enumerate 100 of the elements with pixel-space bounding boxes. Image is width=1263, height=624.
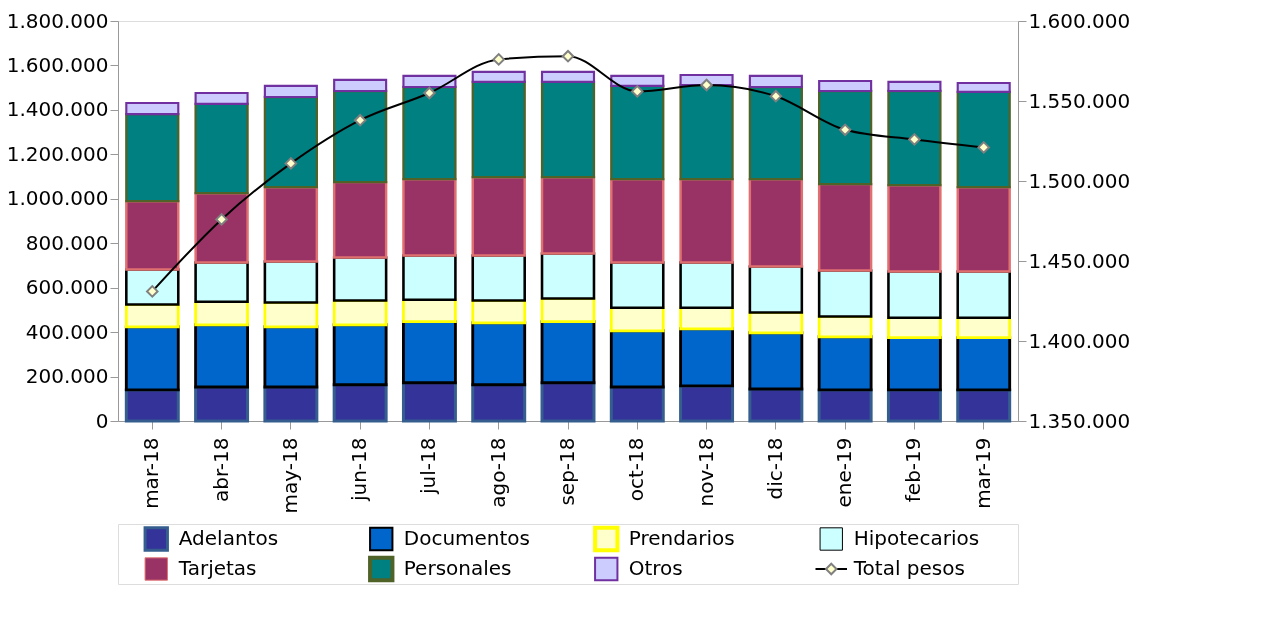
bar (540, 80, 596, 179)
bar (332, 323, 388, 387)
bar (471, 70, 526, 83)
bar (887, 270, 942, 319)
bar (748, 387, 804, 423)
bar (679, 327, 734, 388)
bar (818, 79, 873, 93)
bar (194, 102, 249, 195)
y2-tick-label: 1.500.000 (1028, 168, 1131, 193)
bar (540, 320, 596, 385)
bar (540, 252, 596, 300)
bar (263, 385, 319, 423)
bar (956, 270, 1011, 319)
legend-label: Documentos (403, 526, 531, 550)
y-tick-label: 600.000 (25, 275, 109, 300)
bar (956, 388, 1012, 423)
y2-tick-label: 1.600.000 (1028, 8, 1131, 33)
x-tick-label: feb-19 (901, 437, 926, 503)
x-tick-label: dic-18 (762, 437, 787, 500)
y-tick-label: 400.000 (25, 319, 109, 344)
bar (679, 384, 735, 423)
y2-tick-label: 1.350.000 (1028, 408, 1131, 433)
bar (332, 256, 388, 302)
bar (402, 298, 457, 324)
bar (540, 381, 596, 423)
x-tick-label: ene-19 (832, 437, 857, 508)
legend-label: Personales (403, 556, 512, 580)
bar (333, 78, 388, 93)
bar (610, 74, 665, 87)
x-tick-label: may-18 (277, 437, 302, 514)
bar (125, 101, 180, 116)
bar (679, 261, 734, 309)
bar (818, 89, 873, 186)
y-tick-label: 0 (95, 408, 109, 433)
bar (124, 325, 180, 392)
bar (194, 261, 249, 303)
bar (471, 383, 527, 423)
bar (956, 336, 1012, 392)
bar (194, 91, 249, 105)
x-tick-label: mar-19 (970, 437, 995, 509)
x-tick-label: oct-18 (624, 437, 649, 502)
bar (263, 325, 319, 389)
bar (748, 178, 804, 268)
bar (194, 192, 249, 264)
bar (332, 180, 388, 259)
bar (887, 89, 942, 187)
bar (125, 112, 180, 203)
bar (887, 336, 942, 392)
x-tick-label: nov-18 (693, 437, 718, 507)
bar (679, 178, 734, 264)
bar (817, 335, 873, 392)
bar (124, 388, 180, 423)
bar (887, 80, 942, 93)
bar (402, 85, 457, 181)
bar (679, 83, 734, 181)
bar (748, 265, 804, 314)
bar (817, 182, 873, 272)
legend-label: Prendarios (628, 526, 735, 550)
bar (609, 385, 665, 423)
bar (402, 74, 457, 89)
bar (402, 320, 457, 385)
bar (609, 306, 665, 333)
bar (125, 200, 180, 271)
bar (194, 300, 249, 327)
bar (471, 176, 526, 257)
bar (332, 383, 388, 423)
x-tick-label: jul-18 (416, 437, 441, 495)
bar (471, 321, 527, 387)
bar (886, 388, 942, 423)
x-tick-label: sep-18 (555, 437, 579, 506)
bar (402, 254, 457, 301)
bar (194, 385, 250, 423)
bar (887, 184, 942, 273)
bar (471, 80, 526, 179)
bar (610, 84, 665, 181)
legend-label: Otros (628, 556, 683, 580)
y-tick-label: 200.000 (25, 364, 109, 389)
bar (748, 74, 803, 89)
bar (333, 89, 388, 184)
legend-label: Adelantos (178, 526, 279, 550)
bar (471, 254, 526, 302)
bar (956, 81, 1011, 93)
bar (817, 269, 873, 318)
x-tick-label: mar-18 (139, 437, 164, 509)
y-tick-label: 1.800.000 (6, 8, 109, 33)
y2-tick-label: 1.550.000 (1028, 88, 1131, 113)
x-tick-label: ago-18 (485, 437, 510, 508)
y-tick-label: 1.600.000 (6, 52, 109, 77)
bar (263, 84, 318, 99)
y-tick-label: 1.000.000 (6, 186, 109, 211)
y-tick-label: 800.000 (25, 230, 109, 255)
y2-tick-label: 1.450.000 (1028, 248, 1131, 273)
legend-label: Hipotecarios (853, 526, 980, 550)
y-tick-label: 1.200.000 (6, 141, 109, 166)
legend-label: Tarjetas (177, 556, 257, 580)
bar (609, 329, 665, 389)
y2-tick-label: 1.400.000 (1028, 328, 1131, 353)
bar (402, 178, 457, 257)
bar (956, 186, 1011, 273)
bar (748, 85, 803, 181)
